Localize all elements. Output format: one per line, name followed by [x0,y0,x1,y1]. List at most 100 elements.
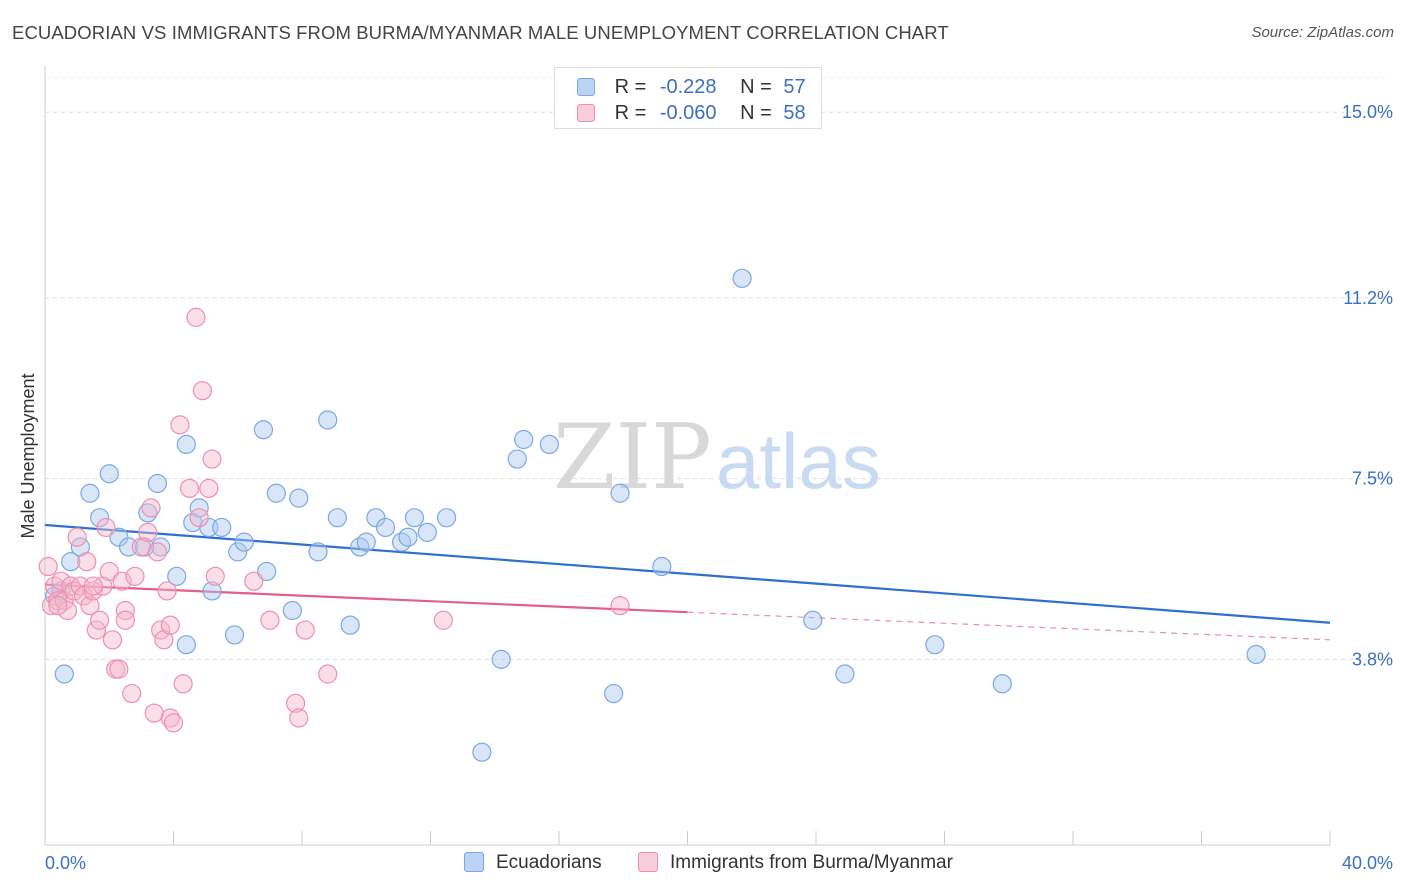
chart-title: ECUADORIAN VS IMMIGRANTS FROM BURMA/MYAN… [12,22,949,43]
data-point-burma [112,571,132,591]
data-point-ecuadorians [224,625,245,645]
data-point-ecuadorians [507,449,527,469]
data-point-burma [147,542,168,562]
data-point-burma [202,449,222,469]
data-point-ecuadorians [266,483,286,503]
data-point-burma [90,610,110,630]
data-point-ecuadorians [228,542,248,562]
data-point-burma [285,693,306,713]
n-value: 57 [783,76,806,98]
data-point-burma [115,610,135,630]
data-point-ecuadorians [472,742,492,762]
tick-labels: 3.8% 7.5% 11.2% 15.0% 0.0% 40.0% [45,102,1393,873]
data-point-burma [141,498,161,518]
data-point-ecuadorians [318,410,338,430]
source-label: Source: ZipAtlas.com [1251,24,1394,41]
data-point-ecuadorians [491,649,511,669]
data-point-burma [48,591,68,611]
data-point-ecuadorians [366,508,386,528]
watermark-zip: ZIP [553,405,712,510]
data-point-burma [163,713,184,733]
data-point-burma [83,576,103,596]
y-tick-label: 15.0% [1342,102,1393,122]
data-point-ecuadorians [340,615,360,635]
trend-lines [44,523,1331,641]
x-tick-label: 0.0% [45,853,86,873]
data-point-burma [115,600,135,621]
data-point-burma [67,527,87,547]
data-point-burma [199,478,219,498]
trend-line-dashed-1 [687,611,1331,641]
y-tick-label: 7.5% [1352,469,1393,489]
data-point-ecuadorians [176,635,196,655]
data-point-burma [77,552,97,572]
legend-item-ecuadorians: Ecuadorians [464,852,602,876]
data-point-burma [610,596,630,616]
data-point-ecuadorians [61,552,81,572]
watermark: ZIP atlas [553,405,881,510]
data-point-ecuadorians [99,464,119,484]
data-point-burma [160,615,180,635]
legend-item-burma: Immigrants from Burma/Myanmar [638,852,953,876]
n-label: N = [740,76,772,98]
data-point-burma [186,307,206,327]
data-point-burma [122,683,142,704]
data-point-ecuadorians [109,527,129,547]
data-point-ecuadorians [147,473,168,494]
data-point-burma [48,596,68,616]
data-point-ecuadorians [308,542,328,562]
data-point-burma [99,561,119,582]
data-point-ecuadorians [398,527,418,547]
data-point-ecuadorians [1246,644,1266,665]
data-point-ecuadorians [90,508,110,528]
data-point-ecuadorians [327,508,347,528]
data-point-ecuadorians [539,434,559,455]
data-point-ecuadorians [234,532,254,552]
data-point-ecuadorians [732,268,752,288]
legend-label: Immigrants from Burma/Myanmar [670,852,953,873]
r-value: -0.228 [659,76,717,98]
n-label: N = [740,102,772,124]
data-point-ecuadorians [652,556,672,577]
data-point-ecuadorians [212,517,232,538]
data-point-burma [144,703,164,723]
data-point-burma [170,415,190,435]
data-point-ecuadorians [610,483,630,503]
trend-line-1 [44,583,688,614]
data-point-burma [138,522,158,542]
data-point-ecuadorians [80,483,100,503]
data-point-burma [51,571,71,591]
data-point-ecuadorians [356,532,376,552]
legend-swatch-pink [577,104,595,122]
data-point-burma [83,581,103,601]
data-point-ecuadorians [176,434,196,455]
legend-swatch-blue [464,852,484,872]
data-point-burma [109,659,129,679]
data-point-burma [73,586,94,606]
data-point-burma [289,708,309,728]
data-point-burma [38,556,58,577]
data-point-ecuadorians [803,610,823,630]
legend-row-ecuadorians: R = -0.228 N = 57 [577,76,806,102]
legend-swatch-blue [577,78,595,96]
data-point-ecuadorians [257,561,277,582]
data-point-burma [189,508,209,528]
data-point-burma [260,610,280,630]
legend-row-burma: R = -0.060 N = 58 [577,102,806,128]
data-point-burma [173,674,193,694]
data-point-burma [80,596,100,616]
axes [44,66,1331,846]
data-point-ecuadorians [167,566,187,586]
data-point-burma [125,566,145,586]
y-tick-label: 11.2% [1343,288,1393,308]
correlation-legend: R = -0.228 N = 57 R = -0.060 N = 58 [554,67,822,129]
data-point-ecuadorians [202,581,222,601]
data-point-burma [157,581,177,601]
data-point-ecuadorians [436,508,457,528]
y-axis-title: Male Unemployment [18,373,38,538]
data-point-ecuadorians [514,429,534,450]
data-point-ecuadorians [375,517,396,538]
data-point-burma [205,566,225,586]
data-point-ecuadorians [282,600,302,621]
